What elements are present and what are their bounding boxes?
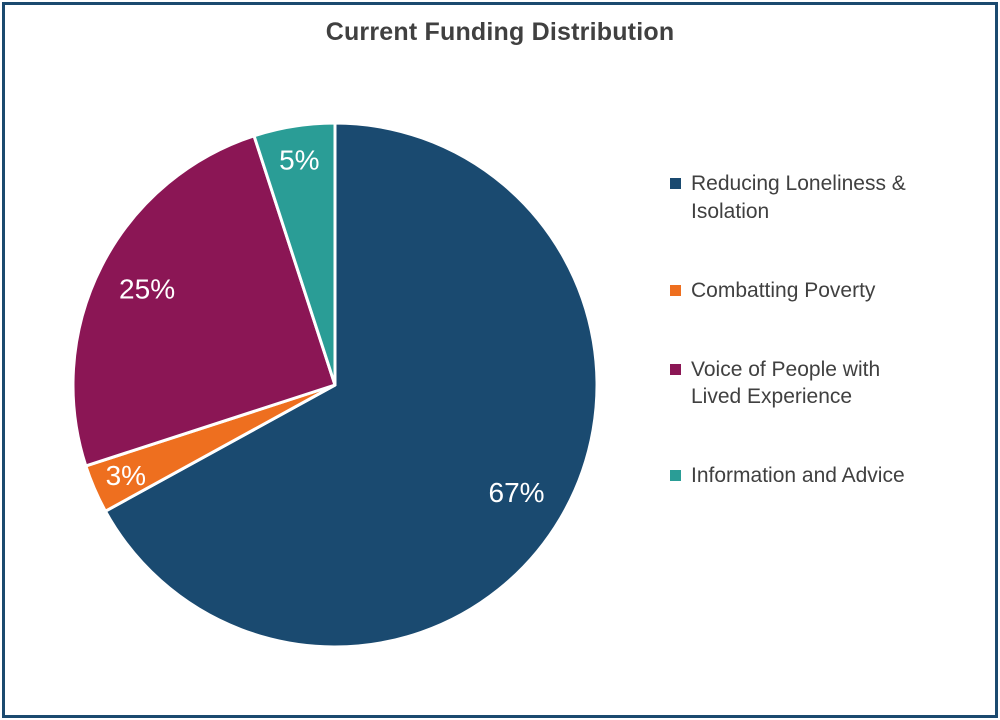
pie-chart: 67% 3% 25% 5%: [71, 121, 599, 649]
legend-item-0: Reducing Loneliness & Isolation: [670, 170, 990, 225]
chart-title: Current Funding Distribution: [325, 18, 675, 46]
pie-slice-3: [252, 121, 337, 387]
legend-marker-icon: [670, 178, 681, 189]
legend-marker-icon: [670, 470, 681, 482]
legend-item-1: Combatting Poverty: [670, 277, 990, 305]
legend-item-2: Voice of People with Lived Experience: [670, 356, 990, 411]
pie-slice-0: [103, 121, 599, 649]
legend-label: Reducing Loneliness & Isolation: [691, 172, 906, 223]
pie-data-label-1: 3%: [106, 460, 146, 491]
legend-label: Combatting Poverty: [691, 278, 876, 302]
pie-data-label-3: 5%: [279, 144, 319, 175]
legend-marker-icon: [670, 284, 681, 296]
legend: Reducing Loneliness & Isolation Combattin…: [670, 170, 990, 490]
pie-data-label-0: 67%: [489, 477, 545, 508]
legend-marker-icon: [670, 363, 681, 375]
legend-label: Voice of People with Lived Experience: [691, 357, 881, 409]
pie-data-label-2: 25%: [119, 274, 175, 305]
legend-item-3: Information and Advice: [670, 462, 990, 490]
pie-slice-2: [71, 134, 337, 468]
legend-label: Information and Advice: [691, 464, 905, 488]
